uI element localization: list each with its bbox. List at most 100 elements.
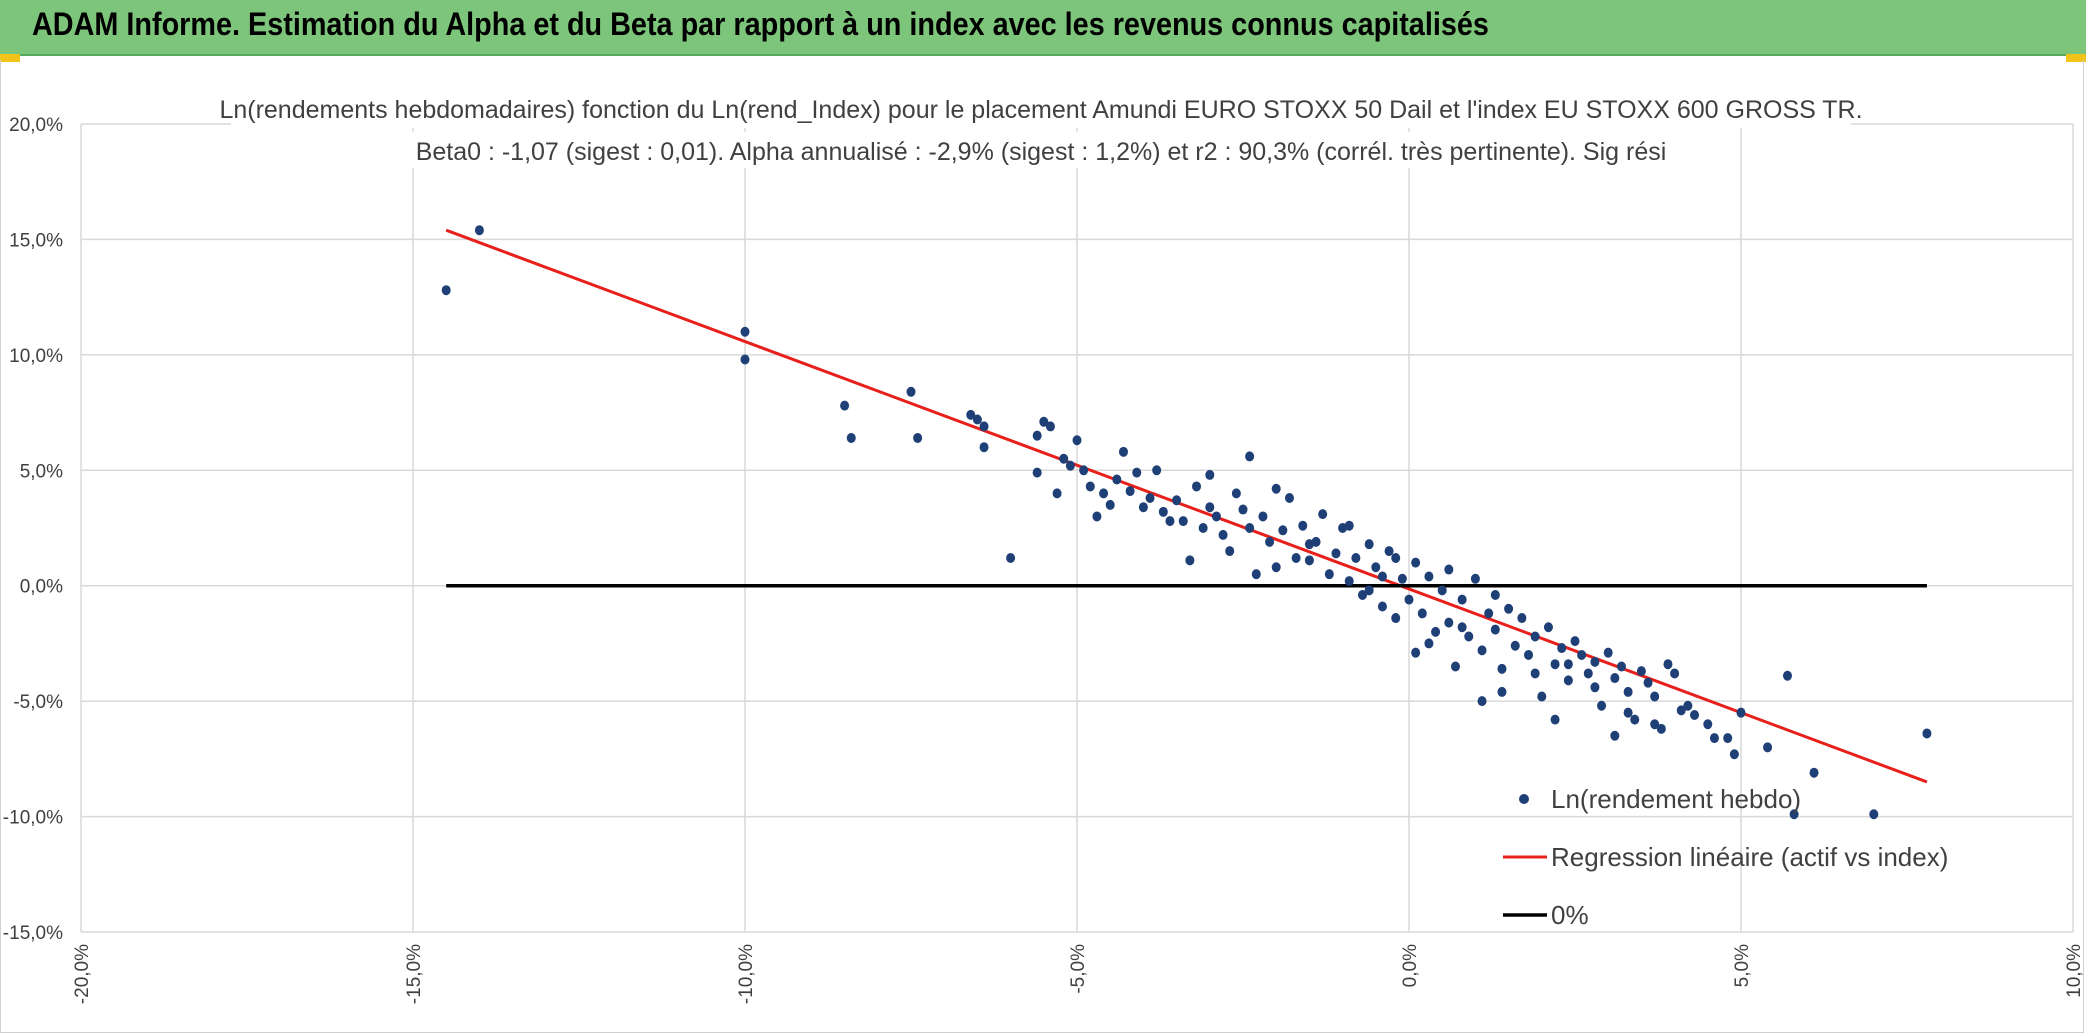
scatter-point	[1245, 523, 1255, 533]
scatter-point	[1650, 691, 1660, 702]
x-tick-label: 5,0%	[1732, 944, 1753, 987]
scatter-point	[1092, 511, 1102, 522]
regression-line	[445, 228, 1928, 784]
scatter-point	[740, 326, 750, 337]
y-tick-label: -5,0%	[13, 692, 63, 713]
scatter-point	[1610, 730, 1620, 741]
scatter-point	[1238, 504, 1248, 515]
scatter-point	[1457, 622, 1467, 633]
scatter-point	[1497, 663, 1507, 674]
y-tick-label: 15,0%	[9, 230, 63, 251]
scatter-point	[1603, 647, 1613, 658]
scatter-point	[1809, 767, 1819, 778]
x-tick-label: -10,0%	[736, 944, 757, 1004]
scatter-point	[1643, 677, 1653, 688]
x-tick-label: 0,0%	[1400, 944, 1421, 987]
scatter-point	[1397, 573, 1407, 584]
scatter-point	[1265, 536, 1275, 547]
scatter-point	[1132, 467, 1142, 478]
scatter-point	[1032, 430, 1042, 441]
scatter-point	[1543, 622, 1553, 633]
x-tick-label: 10,0%	[2064, 944, 2085, 998]
scatter-point	[1490, 624, 1500, 635]
scatter-point	[1145, 492, 1155, 503]
scatter-point	[1351, 553, 1361, 564]
scatter-point	[1636, 666, 1646, 677]
scatter-point	[1524, 649, 1534, 660]
y-tick-label: 10,0%	[9, 346, 63, 367]
scatter-point	[1676, 705, 1686, 716]
scatter-point	[913, 432, 923, 443]
scatter-point	[1105, 499, 1115, 510]
scatter-point	[1324, 569, 1334, 580]
scatter-point	[1052, 488, 1062, 499]
scatter-point	[979, 442, 989, 453]
scatter-point	[1331, 548, 1341, 559]
scatter-point	[1118, 446, 1128, 457]
scatter-point	[1782, 670, 1792, 681]
scatter-point	[1563, 659, 1573, 670]
scatter-point	[1457, 594, 1467, 605]
legend-label-scatter: Ln(rendement hebdo)	[1551, 784, 1801, 814]
scatter-point	[1477, 696, 1487, 707]
scatter-point	[1245, 451, 1255, 462]
scatter-point	[1490, 589, 1500, 600]
chart-area: 20,0% 15,0% 10,0% 5,0% 0,0% -5,0% -10,0% -15,0%…	[0, 60, 2085, 1033]
scatter-point	[1616, 661, 1626, 672]
scatter-point	[1391, 553, 1401, 564]
scatter-point	[1371, 562, 1381, 573]
scatter-point	[1517, 613, 1527, 624]
scatter-point	[1278, 525, 1288, 536]
scatter-point	[1231, 488, 1241, 499]
scatter-point	[1530, 668, 1540, 679]
scatter-point	[1623, 707, 1633, 718]
scatter-point	[1590, 682, 1600, 693]
scatter-point	[1683, 700, 1693, 711]
scatter-point	[1138, 502, 1148, 513]
scatter-point	[1112, 474, 1122, 485]
x-tick-label: -5,0%	[1068, 944, 1089, 994]
scatter-point	[441, 285, 451, 296]
scatter-point	[1703, 719, 1713, 730]
scatter-point	[1563, 675, 1573, 686]
legend: Ln(rendement hebdo) Regression linéaire …	[1503, 784, 1948, 930]
scatter-point	[1557, 643, 1567, 654]
scatter-point	[1358, 589, 1368, 600]
scatter-point	[1172, 495, 1182, 506]
scatter-point	[1444, 564, 1454, 575]
scatter-point	[1006, 553, 1016, 564]
scatter-point	[1391, 613, 1401, 624]
scatter-point	[1590, 656, 1600, 667]
scatter-point	[1099, 488, 1109, 499]
scatter-point	[1656, 723, 1666, 734]
scatter-point	[1477, 645, 1487, 656]
scatter-point	[1729, 749, 1739, 760]
scatter-point	[1537, 691, 1547, 702]
scatter-point	[1470, 573, 1480, 584]
scatter-chart: 20,0% 15,0% 10,0% 5,0% 0,0% -5,0% -10,0% -15,0%…	[3, 90, 2085, 1004]
scatter-point	[966, 409, 976, 420]
scatter-point	[1464, 631, 1474, 642]
scatter-point	[1690, 709, 1700, 720]
legend-label-regression: Regression linéaire (actif vs index)	[1551, 842, 1948, 872]
scatter-point	[1032, 467, 1042, 478]
scatter-point	[1431, 626, 1441, 637]
scatter-point	[1484, 608, 1494, 619]
scatter-point	[474, 225, 484, 236]
scatter-point	[1789, 809, 1799, 820]
scatter-point	[1158, 506, 1168, 517]
legend-label-zero: 0%	[1551, 900, 1589, 930]
scatter-point	[840, 400, 850, 411]
scatter-point	[1377, 571, 1387, 582]
scatter-point	[1291, 553, 1301, 564]
scatter-point	[1404, 594, 1414, 605]
scatter-point	[1504, 603, 1514, 614]
scatter-point	[1384, 546, 1394, 557]
scatter-point	[1364, 539, 1374, 550]
scatter-point	[1205, 502, 1215, 513]
scatter-point	[1450, 661, 1460, 672]
scatter-point	[1271, 562, 1281, 573]
scatter-point	[906, 386, 916, 397]
legend-marker-scatter	[1519, 794, 1529, 804]
scatter-point	[1344, 520, 1354, 531]
